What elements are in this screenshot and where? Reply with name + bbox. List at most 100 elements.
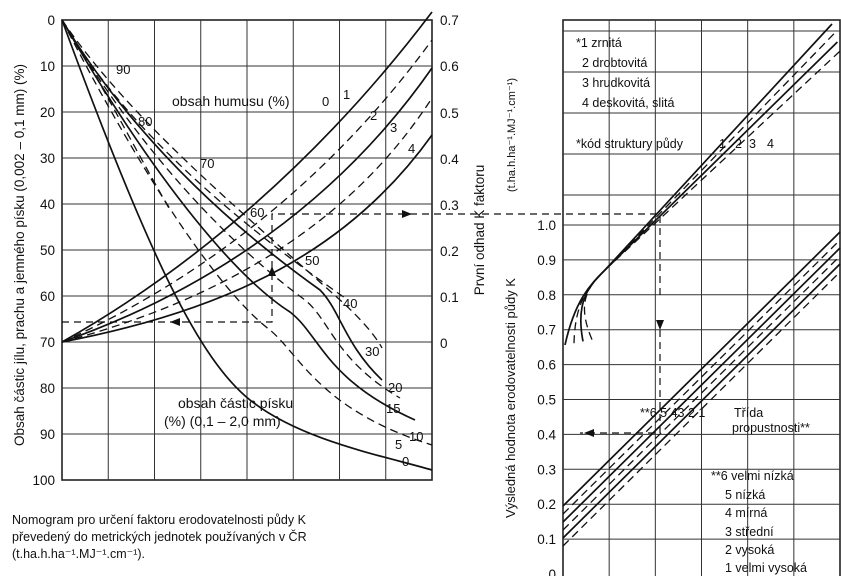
sand-curve-label: 90 — [116, 62, 130, 77]
permeability-line — [562, 231, 841, 507]
permeability-codes: **6 5 43 2 1 — [640, 406, 705, 420]
sand-curve-label: 70 — [200, 156, 214, 171]
sand-curve — [61, 19, 171, 211]
permeability-title-1: Třída — [734, 406, 763, 420]
arrowhead — [656, 320, 664, 330]
figure-caption: Nomogram pro určení faktoru erodovatelno… — [12, 512, 482, 563]
permeability-labels: **6 5 43 2 1 Třída propustnosti** — [640, 406, 810, 435]
left-tick-label: 80 — [40, 381, 55, 396]
k-tick-label: 0.8 — [537, 288, 556, 303]
left-tick-label: 10 — [40, 59, 55, 74]
left-tick-label: 30 — [40, 151, 55, 166]
sand-label-2: (%) (0,1 – 2,0 mm) — [164, 413, 281, 429]
k-tick-label: 0 — [548, 567, 556, 576]
right-tick-label: 0.2 — [440, 244, 459, 259]
caption-line: (t.ha.h.ha⁻¹.MJ⁻¹.cm⁻¹). — [12, 547, 146, 561]
structure-legend-item: 4 deskovitá, slitá — [582, 96, 674, 110]
k-tick-label: 0.2 — [537, 497, 556, 512]
k-tick-label: 0.6 — [537, 358, 556, 373]
sand-curve-label: 80 — [138, 114, 152, 129]
sand-curve-label: 20 — [388, 380, 402, 395]
humus-curve — [61, 11, 433, 343]
structure-code-label: *kód struktury půdy — [576, 137, 684, 151]
structure-legend-item: *1 zrnitá — [576, 36, 622, 50]
permeability-line — [562, 247, 841, 523]
structure-code: 2 — [735, 137, 742, 151]
structure-line — [583, 50, 841, 340]
structure-code: 4 — [767, 137, 774, 151]
sand-curve — [61, 19, 416, 421]
permeability-legend-item: 2 vysoká — [725, 543, 774, 557]
right-tick-label: 0 — [440, 336, 448, 351]
tick-labels: 01020304050607080901000.70.60.50.40.30.2… — [32, 13, 556, 576]
humus-curve-label: 3 — [390, 120, 397, 135]
structure-line — [579, 41, 838, 342]
sand-curve-label: 30 — [365, 344, 379, 359]
left-tick-label: 40 — [40, 197, 55, 212]
arrowhead — [402, 210, 412, 218]
left-tick-label: 50 — [40, 243, 55, 258]
permeability-legend: **6 velmi nízká 5 nízká 4 mírná 3 středn… — [711, 469, 807, 575]
sand-curve-label: 5 — [395, 437, 402, 452]
left-tick-label: 20 — [40, 105, 55, 120]
sand-curve-label: 15 — [386, 401, 400, 416]
sand-curve-label: 10 — [409, 429, 423, 444]
k-tick-label: 1.0 — [537, 218, 556, 233]
left-tick-label: 70 — [40, 335, 55, 350]
caption-line: převedený do metrických jednotek používa… — [12, 530, 307, 544]
permeability-line — [562, 263, 841, 539]
humus-curve — [61, 134, 433, 343]
humus-label: obsah humusu (%) — [172, 93, 290, 109]
left-tick-label: 90 — [40, 427, 55, 442]
k-tick-label: 0.3 — [537, 462, 556, 477]
sand-curve-label: 0 — [402, 454, 409, 469]
sand-label-1: obsah částic písku — [178, 395, 293, 411]
permeability-legend-item: 3 střední — [725, 525, 774, 539]
sand-curve — [61, 19, 401, 399]
structure-legend: *1 zrnitá 2 drobtovitá 3 hrudkovitá 4 de… — [576, 36, 774, 151]
humus-curve-label: 1 — [343, 87, 350, 102]
k-tick-label: 0.1 — [537, 532, 556, 547]
permeability-legend-item: 5 nízká — [725, 488, 765, 502]
structure-code: 1 — [719, 137, 726, 151]
arrowhead — [268, 266, 276, 276]
sand-curve — [61, 19, 433, 471]
right-tick-label: 0.3 — [440, 198, 459, 213]
right-tick-label: 0.4 — [440, 152, 459, 167]
sand-curve — [61, 19, 383, 381]
k-tick-label: 0.9 — [537, 253, 556, 268]
permeability-legend-item: 4 mírná — [725, 506, 767, 520]
left-tick-label: 100 — [32, 473, 55, 488]
left-tick-label: 0 — [47, 13, 55, 28]
k-axis-label: Výsledná hodnota erodovatelnosti půdy K — [503, 278, 518, 518]
permeability-legend-item: 1 velmi vysoká — [725, 561, 807, 575]
humus-curve — [61, 67, 433, 343]
humus-curve-label: 2 — [370, 108, 377, 123]
right-tick-label: 0.1 — [440, 290, 459, 305]
left-tick-label: 60 — [40, 289, 55, 304]
structure-legend-item: 3 hrudkovitá — [582, 76, 650, 90]
sand-curve-label: 60 — [250, 205, 264, 220]
arrowhead — [584, 429, 594, 437]
right-tick-label: 0.5 — [440, 106, 459, 121]
sand-curve — [61, 19, 383, 349]
right-curves — [562, 23, 841, 547]
right-axis-label: První odhad K faktoru — [472, 165, 487, 296]
right-grid — [562, 19, 841, 576]
permeability-legend-item: **6 velmi nízká — [711, 469, 794, 483]
arrowhead — [170, 318, 180, 326]
humus-curve-label: 4 — [408, 141, 415, 156]
left-axis-label: Obsah částic jílu, prachu a jemného písk… — [12, 64, 27, 446]
example-path — [580, 330, 661, 434]
k-tick-label: 0.5 — [537, 393, 556, 408]
sand-curve-label: 40 — [343, 296, 357, 311]
k-tick-label: 0.4 — [537, 427, 556, 442]
left-curves — [61, 11, 433, 471]
humus-curve-label: 0 — [322, 94, 329, 109]
sand-curve-label: 50 — [305, 253, 319, 268]
example-path-arrows — [62, 210, 664, 437]
humus-curve — [61, 97, 433, 343]
k-axis-unit: (t.ha.h.ha⁻¹.MJ⁻¹.cm⁻¹) — [506, 78, 518, 192]
